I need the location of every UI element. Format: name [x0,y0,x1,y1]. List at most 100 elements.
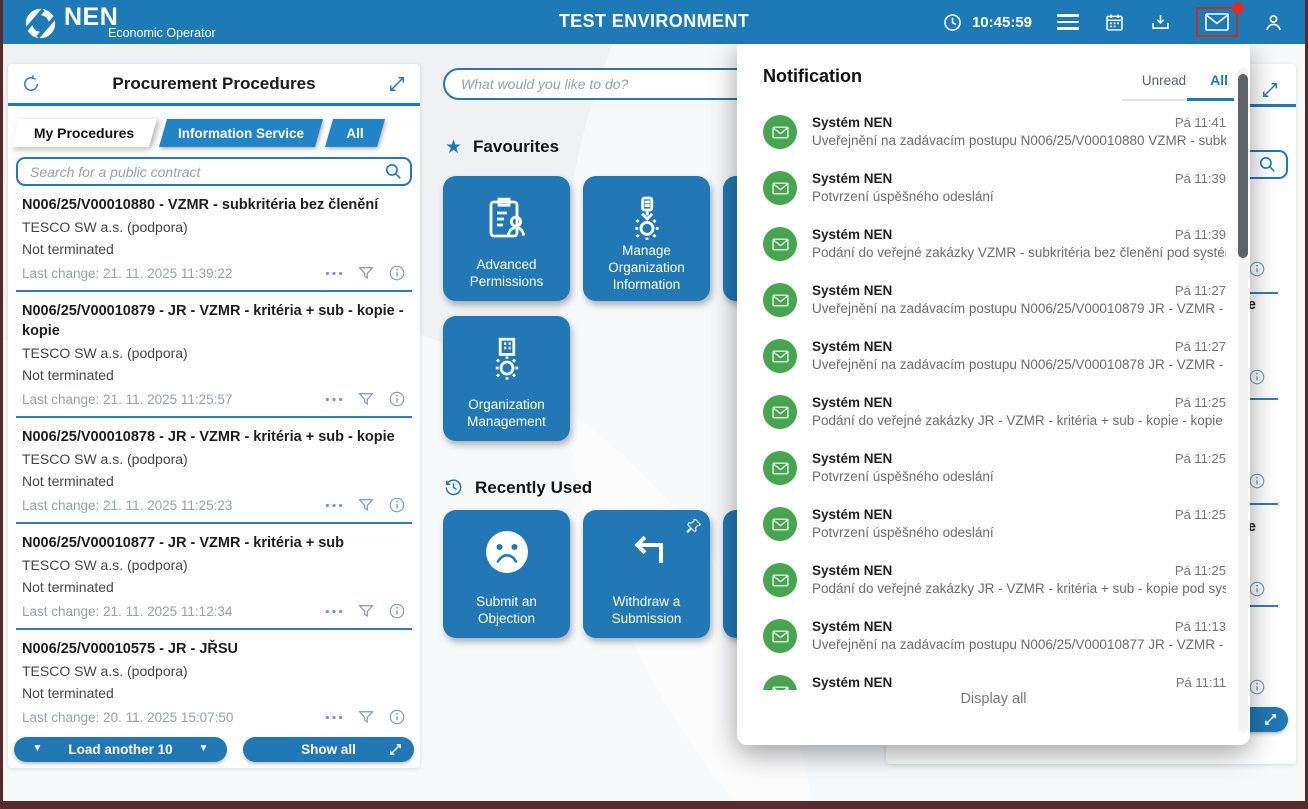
info-icon[interactable] [1248,368,1266,386]
message-preview: Uveřejnění na zadávacím postupu N006/25/… [812,637,1226,652]
procedure-title[interactable]: N006/25/V00010878 - JR - VZMR - kritéria… [22,429,395,445]
header-actions: 10:45:59 [942,2,1284,37]
message-avatar [763,115,797,149]
timestamp: Pá 11:25 [1174,563,1226,578]
filter-icon[interactable] [357,708,375,726]
scrollbar-thumb[interactable] [1238,74,1248,258]
notification-list: Systém NEN Pá 11:41 Uveřejnění na zadávac… [737,106,1236,690]
expand-icon[interactable] [1260,80,1280,100]
notification-item[interactable]: Systém NEN Pá 11:27 Uveřejnění na zadávac… [737,330,1236,386]
filter-icon[interactable] [357,264,375,282]
refresh-icon[interactable] [21,74,41,94]
sender: Systém NEN [812,507,893,522]
tile-organization-management[interactable]: Organization Management [443,316,570,441]
more-options-icon[interactable] [324,608,344,615]
envelope-icon [771,630,789,642]
notification-item[interactable]: Systém NEN Pá 11:13 Uveřejnění na zadávac… [737,610,1236,666]
message-preview: Uveřejnění na zadávacím postupu N006/25/… [812,133,1226,148]
notification-item[interactable]: Systém NEN Pá 11:25 Podání do veřejné zak… [737,554,1236,610]
notification-item[interactable]: Systém NEN Pá 11:27 Uveřejnění na zadávac… [737,274,1236,330]
top-bar: NEN Economic Operator TEST ENVIRONMENT 1… [0,0,1308,44]
procedure-title[interactable]: N006/25/V00010575 - JR - JŘSU [22,641,239,657]
notification-item[interactable]: Systém NEN Pá 11:25 Potvrzení úspěšného o… [737,442,1236,498]
procedure-last-change: Last change: 21. 11. 2025 11:39:22 [22,265,233,281]
envelope-icon [771,406,789,418]
notification-item[interactable]: Systém NEN Pá 11:25 Podání do veřejné zak… [737,386,1236,442]
contract-search-input[interactable] [16,157,412,186]
filter-icon[interactable] [357,602,375,620]
notification-item[interactable]: Systém NEN Pá 11:41 Uveřejnění na zadávac… [737,106,1236,162]
timestamp: Pá 11:25 [1174,451,1226,466]
expand-icon [390,744,401,755]
envelope-icon [1205,13,1229,31]
inbox-download-icon[interactable] [1150,12,1171,33]
notification-item[interactable]: Systém NEN Pá 11:39 Podání do veřejné zak… [737,218,1236,274]
tile-withdraw-a-submission[interactable]: Withdraw a Submission [583,510,710,638]
info-icon[interactable] [1248,678,1266,696]
procedure-last-change: Last change: 21. 11. 2025 11:25:57 [22,391,233,407]
message-preview: Potvrzení úspěšného odeslání [812,469,994,484]
procedure-title[interactable]: N006/25/V00010880 - VZMR - subkritéria b… [22,197,379,213]
tab-my-procedures[interactable]: My Procedures [10,119,158,147]
procedure-title[interactable]: N006/25/V00010877 - JR - VZMR - kritéria… [22,535,344,551]
procedure-status: Not terminated [22,473,114,489]
info-icon[interactable] [388,264,406,282]
tile-submit-an-objection[interactable]: Submit an Objection [443,510,570,638]
message-avatar [763,339,797,373]
tab-all[interactable]: All [1210,72,1228,88]
info-icon[interactable] [388,708,406,726]
display-all-link[interactable]: Display all [960,691,1027,707]
info-icon[interactable] [1248,580,1266,598]
show-all-button[interactable]: Show all [243,737,414,762]
notifications-button[interactable] [1196,2,1244,37]
load-more-button[interactable]: ▼ Load another 10 ▼ [14,737,227,762]
timestamp: Pá 11:39 [1174,227,1226,242]
envelope-icon [771,350,789,362]
expand-icon[interactable] [387,74,407,94]
timestamp: Pá 11:41 [1174,115,1226,130]
favourites-heading: ★ Favourites [445,136,560,158]
info-icon[interactable] [1248,472,1266,490]
message-avatar [763,507,797,541]
more-options-icon[interactable] [324,502,344,509]
more-options-icon[interactable] [324,396,344,403]
notification-item[interactable]: Systém NEN Pá 11:25 Potvrzení úspěšného o… [737,498,1236,554]
tab-all[interactable]: All [324,119,386,147]
tile-advanced-permissions[interactable]: Advanced Permissions [443,176,570,301]
tab-unread[interactable]: Unread [1141,73,1187,88]
procedure-status: Not terminated [22,367,114,383]
sender: Systém NEN [812,619,893,634]
message-preview: Potvrzení úspěšného odeslání [812,525,994,540]
notification-item[interactable]: Systém NEN Pá 11:39 Potvrzení úspěšného o… [737,162,1236,218]
calendar-icon[interactable] [1104,12,1125,33]
info-icon[interactable] [388,390,406,408]
nen-logo[interactable]: NEN Economic Operator [24,4,216,40]
environment-title: TEST ENVIRONMENT [558,11,750,31]
pin-icon[interactable] [684,517,703,536]
procedure-title[interactable]: N006/25/V00010879 - JR - VZMR - kritéria… [22,303,404,339]
filter-icon[interactable] [357,390,375,408]
info-icon[interactable] [1248,260,1266,278]
clock-icon [944,13,961,31]
item-title-fragment: e [1247,297,1256,313]
procedure-organization: TESCO SW a.s. (podpora) [22,663,188,679]
triangle-down-icon: ▼ [32,743,43,754]
info-icon[interactable] [388,602,406,620]
test-env-frame-bottom [0,801,1308,809]
bolt-gear-icon [634,196,659,240]
tile-manage-organization-information[interactable]: Manage Organization Information [583,176,710,301]
notification-item-partial[interactable]: Systém NEN Pá 11:11 [737,666,1236,690]
tab-information-service[interactable]: Information Service [158,119,324,147]
more-options-icon[interactable] [324,270,344,277]
search-icon[interactable] [1258,155,1277,174]
sender: Systém NEN [812,563,893,578]
contract-search [16,157,412,186]
user-icon[interactable] [1263,12,1284,33]
triangle-down-icon: ▼ [198,743,209,754]
info-icon[interactable] [388,496,406,514]
menu-icon[interactable] [1057,14,1079,30]
more-options-icon[interactable] [324,714,344,721]
filter-icon[interactable] [357,496,375,514]
search-icon[interactable] [384,162,403,181]
